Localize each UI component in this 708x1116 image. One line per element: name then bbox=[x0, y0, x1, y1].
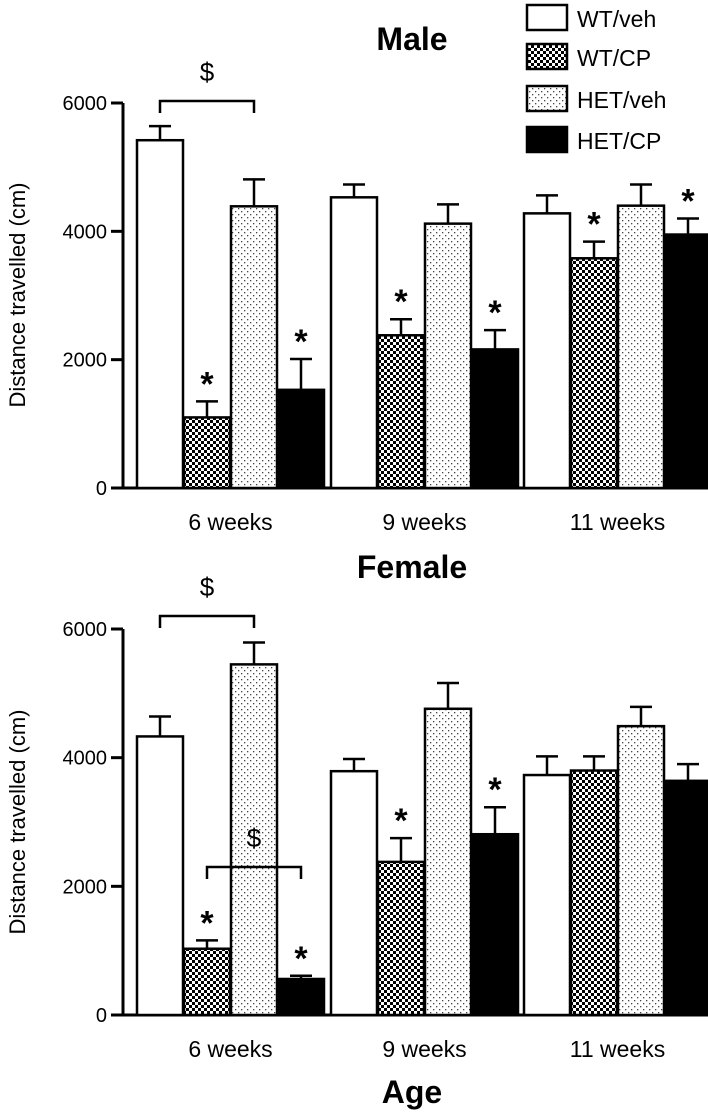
female-significance-star-het-cp-6-weeks: * bbox=[294, 940, 308, 978]
legend-item-het-cp: HET/CP bbox=[525, 125, 661, 154]
male-significance-star-wt-cp-9-weeks: * bbox=[394, 283, 408, 321]
female-category-label-6-weeks: 6 weeks bbox=[188, 1036, 272, 1062]
female-category-label-9-weeks: 9 weeks bbox=[382, 1036, 466, 1062]
x-axis-label: Age bbox=[382, 1074, 442, 1110]
legend-swatch-wt-veh bbox=[525, 3, 569, 32]
male-wt-veh-11-weeks-bar bbox=[522, 212, 572, 490]
female-het-cp-6-weeks-bar bbox=[276, 977, 326, 1017]
male-significance-star-het-cp-9-weeks: * bbox=[488, 294, 502, 332]
male-comparison-bracket-1-label: $ bbox=[200, 57, 215, 87]
legend-label-het-cp: HET/CP bbox=[577, 128, 661, 154]
legend-item-wt-cp: WT/CP bbox=[525, 42, 651, 71]
female-plot: 0 2000 4000 6000 6 weeks 9 weeks 11 weeks * * * * $… bbox=[63, 572, 708, 1062]
legend-item-wt-veh: WT/veh bbox=[525, 3, 656, 32]
legend-item-het-veh: HET/veh bbox=[525, 84, 666, 113]
female-het-veh-9-weeks-bar bbox=[423, 707, 473, 1017]
female-comparison-bracket-2-label: $ bbox=[247, 823, 262, 853]
male-het-veh-6-weeks-bar bbox=[229, 205, 279, 490]
male-het-cp-6-weeks-bar bbox=[276, 388, 326, 490]
male-y-tick-label: 6000 bbox=[63, 93, 108, 115]
female-wt-veh-11-weeks-bar bbox=[522, 773, 572, 1017]
female-wt-cp-11-weeks-bar bbox=[569, 769, 619, 1017]
male-category-label-9-weeks: 9 weeks bbox=[382, 509, 466, 535]
male-wt-veh-6-weeks-bar bbox=[135, 138, 185, 490]
male-wt-cp-9-weeks-bar bbox=[376, 334, 426, 490]
male-category-label-6-weeks: 6 weeks bbox=[188, 509, 272, 535]
female-significance-star-wt-cp-9-weeks: * bbox=[394, 802, 408, 840]
male-y-axis-label: Distance travelled (cm) bbox=[5, 183, 30, 408]
male-plot: 0 2000 4000 6000 6 weeks 9 weeks 11 weeks * * * * *… bbox=[63, 57, 708, 535]
female-wt-veh-9-weeks-bar bbox=[329, 769, 379, 1017]
female-comparison-bracket-1-label: $ bbox=[200, 572, 215, 602]
male-significance-star-wt-cp-6-weeks: * bbox=[200, 365, 214, 403]
female-y-tick-label: 2000 bbox=[63, 876, 108, 898]
female-het-cp-9-weeks-bar bbox=[470, 832, 520, 1017]
female-comparison-bracket-2 bbox=[205, 865, 303, 880]
female-het-cp-11-weeks-bar bbox=[663, 779, 708, 1017]
female-wt-veh-6-weeks-bar bbox=[135, 735, 185, 1017]
female-comparison-bracket-1 bbox=[158, 614, 256, 628]
legend: WT/veh WT/CP HET/veh HET/CP bbox=[525, 3, 666, 154]
male-comparison-bracket-1 bbox=[158, 99, 256, 113]
male-het-cp-11-weeks-bar bbox=[663, 233, 708, 490]
legend-swatch-wt-cp bbox=[525, 42, 569, 71]
female-panel-title: Female bbox=[357, 549, 467, 585]
male-significance-star-het-cp-11-weeks: * bbox=[681, 183, 695, 221]
female-category-label-11-weeks: 11 weeks bbox=[570, 1036, 665, 1062]
male-significance-star-het-cp-6-weeks: * bbox=[294, 323, 308, 361]
female-significance-star-het-cp-9-weeks: * bbox=[488, 771, 502, 809]
male-het-veh-11-weeks-bar bbox=[616, 204, 666, 490]
female-wt-cp-6-weeks-bar bbox=[182, 947, 232, 1017]
legend-label-wt-veh: WT/veh bbox=[577, 6, 656, 32]
female-significance-star-wt-cp-6-weeks: * bbox=[200, 904, 214, 942]
legend-swatch-het-veh bbox=[525, 84, 569, 113]
female-y-axis-label: Distance travelled (cm) bbox=[5, 710, 30, 935]
male-wt-cp-6-weeks-bar bbox=[182, 416, 232, 490]
female-y-tick-label: 0 bbox=[96, 1005, 107, 1027]
male-category-label-11-weeks: 11 weeks bbox=[570, 509, 665, 535]
legend-swatch-het-cp bbox=[525, 125, 569, 154]
male-panel-title: Male bbox=[376, 21, 447, 57]
female-wt-cp-9-weeks-bar bbox=[376, 860, 426, 1017]
male-y-tick-label: 2000 bbox=[63, 350, 108, 372]
female-y-tick-label: 4000 bbox=[63, 748, 108, 770]
female-het-veh-11-weeks-bar bbox=[616, 724, 666, 1017]
female-het-veh-6-weeks-bar bbox=[229, 663, 279, 1017]
male-het-veh-9-weeks-bar bbox=[423, 222, 473, 490]
male-wt-cp-11-weeks-bar bbox=[569, 257, 619, 490]
male-y-tick-label: 4000 bbox=[63, 221, 108, 243]
male-wt-veh-9-weeks-bar bbox=[329, 196, 379, 490]
legend-label-wt-cp: WT/CP bbox=[577, 45, 651, 71]
legend-label-het-veh: HET/veh bbox=[577, 87, 666, 113]
male-het-cp-9-weeks-bar bbox=[470, 348, 520, 490]
female-y-tick-label: 6000 bbox=[63, 619, 108, 641]
male-y-tick-label: 0 bbox=[96, 478, 107, 500]
male-significance-star-wt-cp-11-weeks: * bbox=[587, 206, 601, 244]
